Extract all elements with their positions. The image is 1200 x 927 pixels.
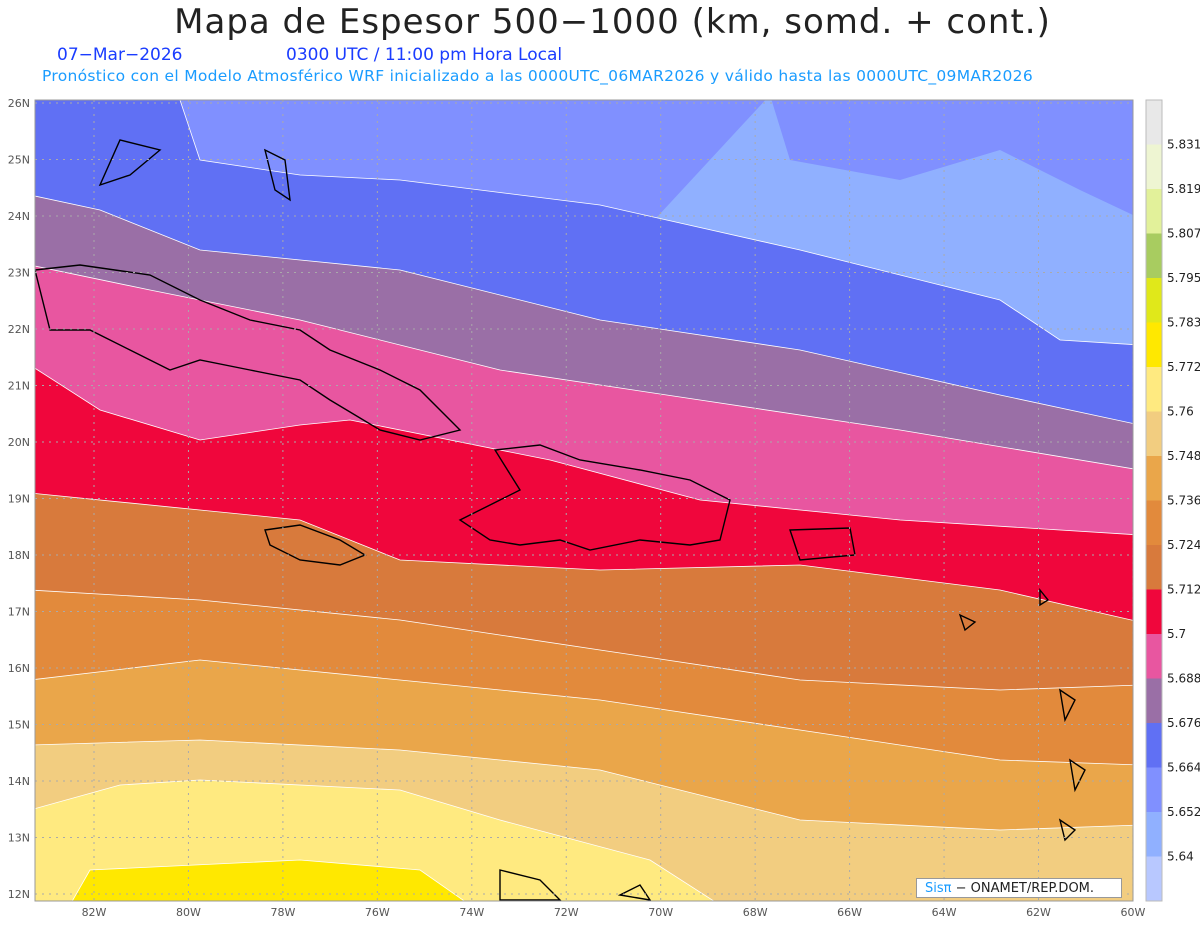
colorbar-swatch: [1146, 322, 1162, 368]
lon-tick-label: 78W: [270, 906, 295, 919]
logo: Sisπ − ONAMET/REP.DOM.: [916, 878, 1122, 898]
lat-tick-label: 22N: [8, 323, 30, 336]
colorbar-label: 5.688: [1167, 672, 1200, 686]
colorbar-swatch: [1146, 856, 1162, 902]
lon-tick-label: 72W: [554, 906, 579, 919]
coastlines: [35, 139, 1086, 901]
colorbar-swatch: [1146, 367, 1162, 412]
lon-tick-label: 82W: [82, 906, 107, 919]
thickness-band: [71, 859, 465, 901]
map-title: Mapa de Espesor 500−1000 (km, somd. + co…: [174, 2, 1051, 42]
lon-tick-label: 76W: [365, 906, 390, 919]
colorbar-swatch: [1146, 500, 1162, 546]
lat-tick-label: 16N: [8, 662, 30, 675]
coastline: [958, 613, 977, 632]
coastline: [1059, 688, 1076, 723]
colorbar-label: 5.664: [1167, 761, 1200, 775]
lat-tick-label: 19N: [8, 493, 30, 506]
colorbar-swatch: [1146, 100, 1162, 145]
lat-tick-label: 14N: [8, 775, 30, 788]
lat-tick-label: 23N: [8, 267, 30, 280]
colorbar-label: 5.7: [1167, 627, 1186, 641]
colorbar-swatch: [1146, 456, 1162, 501]
colorbar-label: 5.652: [1167, 805, 1200, 819]
colorbar-label: 5.76: [1167, 405, 1194, 419]
lat-tick-label: 24N: [8, 210, 30, 223]
lat-tick-label: 18N: [8, 549, 30, 562]
lat-tick-label: 20N: [8, 436, 30, 449]
colorbar-label: 5.64: [1167, 850, 1194, 864]
colorbar-label: 5.807: [1167, 227, 1200, 241]
colorbar-swatch: [1146, 278, 1162, 323]
colorbar-swatch: [1146, 634, 1162, 679]
coastline: [98, 139, 162, 187]
map-frame: [34, 99, 1134, 902]
coastline: [263, 148, 291, 202]
colorbar-swatch: [1146, 233, 1162, 279]
coastline: [499, 869, 562, 901]
lon-tick-label: 60W: [1121, 906, 1146, 919]
colorbar-label: 5.831: [1167, 138, 1200, 152]
coastline: [1039, 588, 1050, 607]
lon-tick-label: 66W: [837, 906, 862, 919]
colorbar-swatch: [1146, 723, 1162, 768]
colorbar-label: 5.772: [1167, 360, 1200, 374]
lat-tick-label: 13N: [8, 832, 30, 845]
colorbar-label: 5.724: [1167, 538, 1200, 552]
colorbar-swatch: [1146, 812, 1162, 857]
lon-tick-label: 62W: [1026, 906, 1051, 919]
colorbar-label: 5.736: [1167, 494, 1200, 508]
lat-tick-label: 12N: [8, 888, 30, 901]
forecast-date: 07−Mar−2026: [57, 45, 183, 65]
colorbar-swatch: [1146, 411, 1162, 457]
colorbar-swatch: [1146, 545, 1162, 590]
lat-tick-label: 15N: [8, 719, 30, 732]
coastline: [617, 884, 652, 901]
colorbar: 5.831 5.819 5.807 5.795 5.783 5.772 5.76 5.748 5…: [1145, 99, 1200, 902]
axis-ticks: 82W 80W 78W 76W 74W 72W 70W 68W 66W 64W 62W 60W 26N 2…: [8, 97, 1146, 919]
grid-lines: [35, 100, 1134, 901]
lat-tick-label: 17N: [8, 606, 30, 619]
lon-tick-label: 64W: [932, 906, 957, 919]
colorbar-label: 5.748: [1167, 449, 1200, 463]
colorbar-label: 5.676: [1167, 716, 1200, 730]
coastline: [1058, 818, 1077, 842]
forecast-time: 0300 UTC / 11:00 pm Hora Local: [286, 45, 563, 65]
coastline: [458, 444, 731, 551]
colorbar-swatch: [1146, 589, 1162, 635]
lon-tick-label: 70W: [648, 906, 673, 919]
colorbar-label: 5.712: [1167, 583, 1200, 597]
colorbar-frame: [1145, 99, 1163, 902]
lat-tick-label: 21N: [8, 380, 30, 393]
colorbar-swatch: [1146, 144, 1162, 190]
coastline: [1069, 758, 1086, 793]
colorbar-label: 5.819: [1167, 182, 1200, 196]
coastline: [35, 264, 462, 441]
colorbar-swatch: [1146, 678, 1162, 724]
lon-tick-label: 80W: [176, 906, 201, 919]
forecast-subtitle: Pronóstico con el Modelo Atmosférico WRF…: [42, 67, 1034, 85]
lat-tick-label: 25N: [8, 154, 30, 167]
colorbar-label: 5.783: [1167, 316, 1200, 330]
colorbar-label: 5.795: [1167, 271, 1200, 285]
colorbar-swatch: [1146, 189, 1162, 234]
thickness-bands: [35, 100, 1133, 901]
logo-brand: Sisπ: [925, 881, 952, 896]
lon-tick-label: 74W: [459, 906, 484, 919]
lon-tick-label: 68W: [743, 906, 768, 919]
lat-tick-label: 26N: [8, 97, 30, 110]
logo-text: − ONAMET/REP.DOM.: [955, 881, 1095, 896]
colorbar-swatch: [1146, 767, 1162, 813]
coastline: [264, 524, 367, 566]
